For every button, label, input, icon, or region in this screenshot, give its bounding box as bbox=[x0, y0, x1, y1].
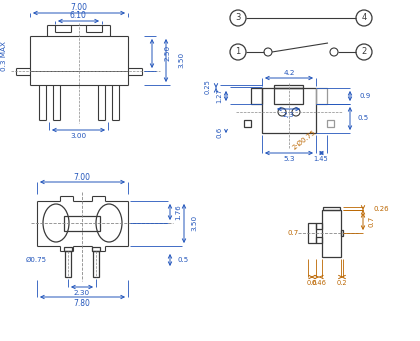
Bar bbox=[322, 210, 341, 257]
Text: 6.10: 6.10 bbox=[70, 12, 87, 20]
Text: 2.30: 2.30 bbox=[74, 290, 90, 296]
Bar bbox=[64, 247, 72, 251]
Bar bbox=[251, 88, 262, 104]
Text: 0.26: 0.26 bbox=[373, 206, 388, 212]
Text: 2,3: 2,3 bbox=[282, 112, 294, 118]
Bar bbox=[327, 120, 334, 127]
Ellipse shape bbox=[96, 204, 122, 242]
Bar bbox=[244, 120, 251, 127]
Bar bbox=[64, 216, 100, 231]
Text: 0.46: 0.46 bbox=[312, 280, 326, 286]
Text: 3.50: 3.50 bbox=[178, 52, 184, 68]
Bar bbox=[308, 223, 316, 243]
Text: 5.3: 5.3 bbox=[283, 156, 295, 162]
Text: 0.2: 0.2 bbox=[337, 280, 347, 286]
Circle shape bbox=[356, 44, 372, 60]
Bar bbox=[323, 207, 340, 210]
Text: 0.5: 0.5 bbox=[358, 115, 369, 121]
Text: 0.7: 0.7 bbox=[368, 216, 374, 227]
Text: 3: 3 bbox=[235, 14, 241, 23]
Text: 0.6: 0.6 bbox=[307, 280, 318, 286]
Text: Ø0.75: Ø0.75 bbox=[26, 257, 47, 263]
Bar bbox=[316, 88, 327, 104]
Bar bbox=[262, 88, 316, 133]
Text: 0.25: 0.25 bbox=[205, 79, 211, 94]
Circle shape bbox=[278, 108, 286, 116]
Text: 1: 1 bbox=[235, 47, 241, 57]
Text: 2.50: 2.50 bbox=[164, 45, 170, 61]
Text: 7.80: 7.80 bbox=[74, 298, 90, 308]
Bar bbox=[274, 88, 303, 104]
Bar bbox=[93, 251, 99, 277]
Circle shape bbox=[230, 10, 246, 26]
Text: 0.6: 0.6 bbox=[216, 127, 222, 138]
Bar bbox=[316, 223, 322, 229]
Text: 0.7: 0.7 bbox=[287, 230, 299, 236]
Circle shape bbox=[264, 48, 272, 56]
Text: 1.45: 1.45 bbox=[314, 156, 328, 162]
Circle shape bbox=[330, 48, 338, 56]
Bar bbox=[65, 251, 71, 277]
Bar bbox=[92, 247, 100, 251]
Text: 4: 4 bbox=[361, 14, 367, 23]
Text: 0.5: 0.5 bbox=[178, 257, 189, 263]
Text: 2: 2 bbox=[361, 47, 367, 57]
Text: 2·Ø0.75: 2·Ø0.75 bbox=[291, 129, 317, 151]
Text: 1.27: 1.27 bbox=[216, 89, 222, 103]
Text: 4.2: 4.2 bbox=[283, 70, 295, 76]
Text: 7.00: 7.00 bbox=[71, 3, 87, 13]
Text: 0.3 MAX: 0.3 MAX bbox=[1, 41, 7, 71]
Circle shape bbox=[292, 108, 300, 116]
Text: 3.00: 3.00 bbox=[70, 133, 86, 139]
Text: 1.76: 1.76 bbox=[175, 204, 181, 220]
Bar bbox=[341, 230, 343, 236]
Circle shape bbox=[230, 44, 246, 60]
Text: 7.00: 7.00 bbox=[74, 173, 90, 181]
Ellipse shape bbox=[43, 204, 69, 242]
Bar bbox=[316, 237, 322, 243]
Text: 3.50: 3.50 bbox=[191, 215, 197, 231]
Circle shape bbox=[356, 10, 372, 26]
Bar bbox=[274, 85, 303, 88]
Text: 0.9: 0.9 bbox=[360, 93, 371, 99]
